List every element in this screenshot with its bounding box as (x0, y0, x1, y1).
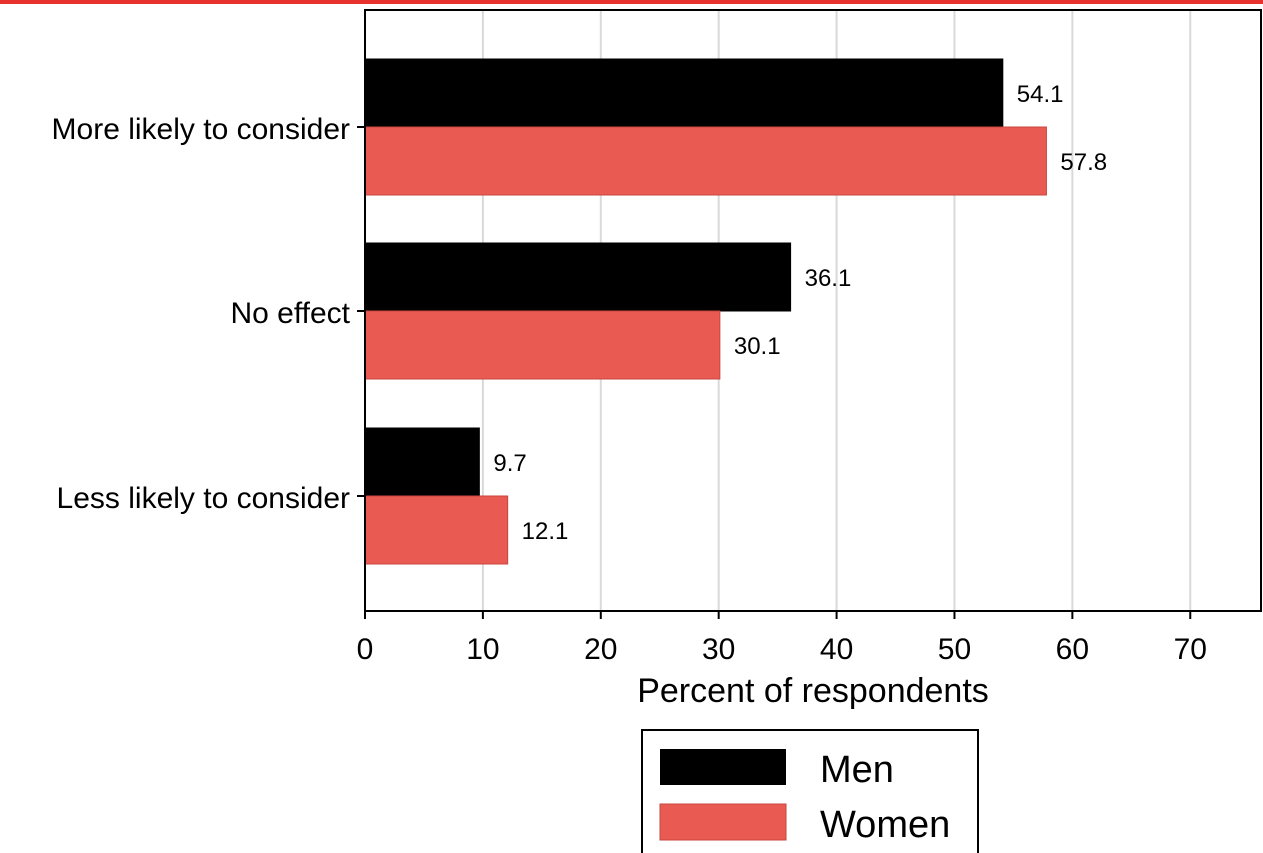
category-label: No effect (230, 297, 350, 330)
bar-women (364, 126, 1047, 196)
category-label: More likely to consider (52, 113, 350, 146)
category-labels: More likely to consider No effect Less lik… (52, 113, 351, 515)
category-label: Less likely to consider (57, 482, 350, 515)
legend-swatch-women (659, 803, 787, 841)
value-label: 36.1 (805, 265, 852, 292)
legend-label-men: Men (820, 749, 894, 791)
x-tick-label: 0 (357, 633, 374, 666)
x-tick-label: 50 (938, 633, 971, 666)
value-label: 57.8 (1060, 149, 1107, 176)
value-label: 30.1 (734, 333, 781, 360)
value-label: 54.1 (1017, 81, 1064, 108)
bar-women (364, 310, 721, 380)
x-axis-title: Percent of respondents (637, 672, 989, 710)
x-tick-labels: 0 10 20 30 40 50 60 70 (357, 633, 1207, 666)
value-label: 12.1 (522, 518, 569, 545)
bars (364, 58, 1047, 565)
x-tick-label: 30 (702, 633, 735, 666)
bar-men (364, 242, 792, 312)
x-tick-label: 10 (466, 633, 499, 666)
x-tick-label: 20 (584, 633, 617, 666)
bar-women (364, 495, 509, 565)
bar-men (364, 58, 1004, 128)
x-tick-label: 60 (1056, 633, 1089, 666)
top-accent-bar (0, 0, 1263, 4)
x-tick-label: 40 (820, 633, 853, 666)
bar-men (364, 427, 480, 497)
x-tick-label: 70 (1174, 633, 1207, 666)
legend: Men Women (641, 729, 979, 853)
legend-swatch-men (660, 749, 786, 785)
value-labels: 54.1 57.8 36.1 30.1 9.7 12.1 (493, 81, 1107, 545)
value-label: 9.7 (493, 450, 526, 477)
axes (357, 9, 1262, 619)
legend-label-women: Women (820, 804, 950, 846)
